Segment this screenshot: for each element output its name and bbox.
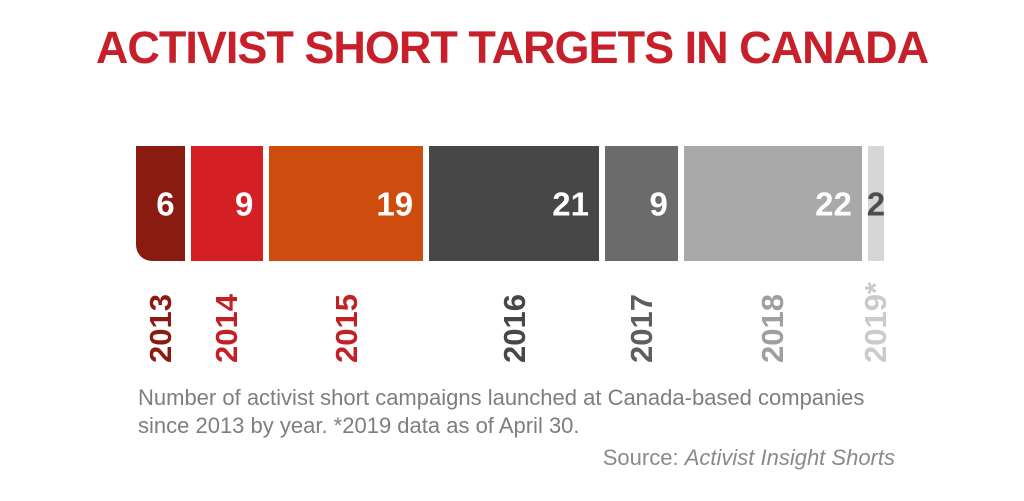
bar-segments-row: 6 9 19 21 9 22 2 [136, 146, 886, 261]
year-label-cell: 2017 [605, 271, 678, 363]
year-label-cell: 2015 [269, 271, 423, 363]
year-label-cell: 2014 [191, 271, 264, 363]
year-label-2014: 2014 [209, 294, 245, 363]
year-label-2016: 2016 [496, 294, 532, 363]
bar-chart: 6 9 19 21 9 22 2 2013 2014 2015 2016 2017 2018 2019* [136, 146, 894, 363]
bar-segment-2019: 2 [866, 146, 886, 261]
year-label-2017: 2017 [623, 294, 659, 363]
bar-segment-2015: 19 [269, 146, 424, 261]
source-name: Activist Insight Shorts [684, 445, 895, 470]
bar-value-label: 9 [649, 185, 668, 222]
year-labels-row: 2013 2014 2015 2016 2017 2018 2019* [136, 271, 894, 363]
bar-value-label: 19 [376, 185, 414, 222]
year-label-2018: 2018 [755, 294, 791, 363]
bar-value-label: 22 [815, 185, 852, 222]
caption-line-1: Number of activist short campaigns launc… [138, 385, 865, 410]
bar-value-label: 21 [552, 185, 589, 222]
bar-segment-2014: 9 [190, 146, 264, 261]
year-label-cell: 2019* [858, 271, 893, 363]
chart-caption: Number of activist short campaigns launc… [138, 384, 895, 472]
bar-value-label: 9 [235, 185, 254, 222]
caption-line-2: since 2013 by year. *2019 data as of Apr… [138, 413, 580, 438]
bar-segment-2017: 9 [605, 146, 678, 261]
source-line: Source: Activist Insight Shorts [138, 444, 895, 472]
chart-title: ACTIVIST SHORT TARGETS IN CANADA [95, 22, 929, 73]
year-label-cell: 2013 [136, 271, 185, 363]
bar-segment-2018: 22 [683, 146, 862, 261]
year-label-2019: 2019* [858, 281, 894, 363]
bar-value-label: 6 [156, 185, 175, 222]
year-label-cell: 2018 [684, 271, 862, 363]
source-prefix: Source: [602, 445, 685, 470]
bar-segment-2013: 6 [136, 146, 185, 261]
bar-value-label: 2 [866, 185, 886, 222]
year-label-2013: 2013 [142, 294, 178, 363]
year-label-2015: 2015 [328, 294, 364, 363]
bar-segment-2016: 21 [429, 146, 599, 261]
year-label-cell: 2016 [429, 271, 599, 363]
